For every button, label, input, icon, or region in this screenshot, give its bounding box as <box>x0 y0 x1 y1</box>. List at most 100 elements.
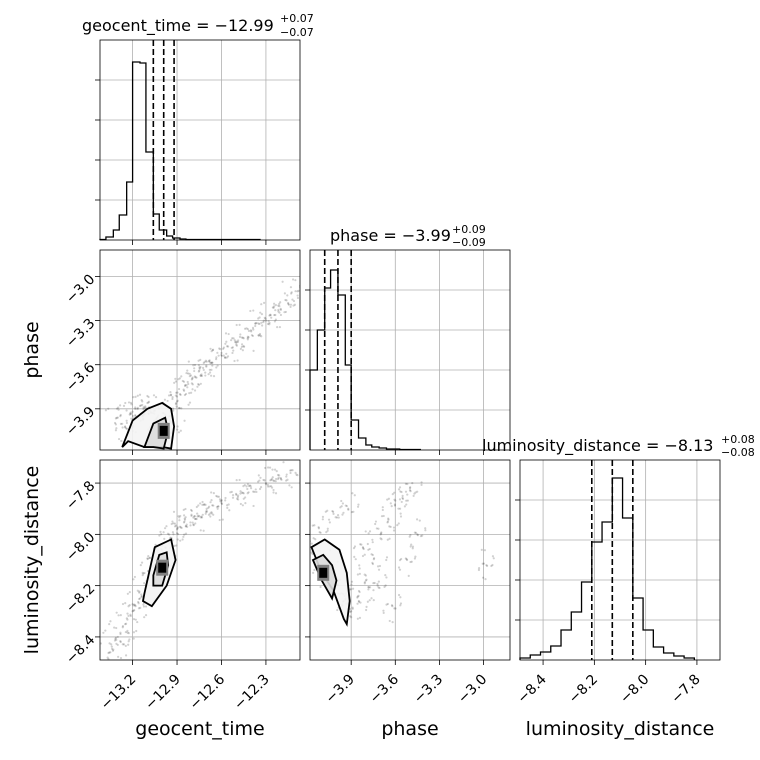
scatter-point <box>367 548 370 551</box>
scatter-point <box>378 586 381 590</box>
scatter-point <box>147 395 150 399</box>
scatter-point <box>347 507 350 510</box>
scatter-point <box>326 527 329 530</box>
scatter-point <box>259 486 263 489</box>
scatter-point <box>209 501 212 504</box>
scatter-point <box>358 616 362 620</box>
scatter-point <box>170 522 173 526</box>
scatter-point <box>184 532 188 535</box>
scatter-point <box>218 347 221 350</box>
scatter-point <box>119 614 122 617</box>
scatter-point <box>405 499 408 502</box>
scatter-point <box>295 473 298 476</box>
scatter-point <box>182 521 186 524</box>
scatter-point <box>183 517 186 520</box>
scatter-point <box>215 505 219 509</box>
scatter-point <box>220 354 223 358</box>
scatter-point <box>146 401 149 405</box>
scatter-point <box>126 592 129 595</box>
scatter-point <box>208 368 211 371</box>
scatter-point <box>414 491 417 494</box>
scatter-point <box>223 356 227 359</box>
scatter-point <box>200 374 204 378</box>
scatter-point <box>117 437 121 441</box>
scatter-point <box>195 376 198 379</box>
scatter-point <box>351 492 354 495</box>
scatter-point <box>115 638 118 641</box>
scatter-point <box>107 651 110 655</box>
scatter-point <box>163 527 167 530</box>
scatter-point <box>359 543 362 546</box>
scatter-point <box>242 337 245 340</box>
scatter-point <box>124 630 127 634</box>
scatter-point <box>250 330 253 333</box>
scatter-point <box>480 548 483 551</box>
scatter-point <box>393 498 396 501</box>
scatter-point <box>411 545 415 548</box>
scatter-point <box>195 517 198 521</box>
scatter-point <box>193 363 197 367</box>
scatter-point <box>167 394 171 397</box>
scatter-point <box>244 327 247 330</box>
scatter-point <box>393 491 396 494</box>
panel-frame <box>99 459 301 661</box>
scatter-point <box>182 388 185 391</box>
scatter-point <box>174 377 177 380</box>
scatter-point <box>370 597 373 600</box>
scatter-point <box>131 410 134 413</box>
scatter-point <box>136 406 139 409</box>
scatter-point <box>269 314 272 317</box>
scatter-point <box>394 607 397 610</box>
scatter-point <box>246 487 249 491</box>
scatter-point <box>336 608 339 612</box>
scatter-point <box>246 328 250 331</box>
scatter-point <box>367 586 370 589</box>
scatter-point <box>131 610 134 613</box>
scatter-point <box>251 326 255 329</box>
scatter-point <box>397 566 401 569</box>
scatter-point <box>146 394 149 398</box>
scatter-point <box>196 515 199 518</box>
scatter-point <box>385 603 388 606</box>
scatter-point <box>110 643 113 646</box>
scatter-point <box>418 519 421 522</box>
scatter-point <box>224 496 227 500</box>
scatter-point <box>368 547 371 551</box>
scatter-point <box>97 644 99 646</box>
scatter-point <box>268 485 271 488</box>
scatter-point <box>222 347 225 350</box>
scatter-point <box>332 512 335 515</box>
scatter-point <box>120 439 123 443</box>
scatter-point <box>176 533 180 536</box>
scatter-point <box>353 545 357 548</box>
scatter-point <box>217 495 220 498</box>
panel-frame <box>99 249 301 451</box>
scatter-point <box>121 422 124 425</box>
scatter-point <box>233 359 236 363</box>
scatter-point <box>279 301 282 304</box>
scatter-point <box>143 571 146 575</box>
scatter-point <box>237 339 240 342</box>
scatter-point <box>190 513 193 516</box>
scatter-point <box>202 361 205 365</box>
scatter-point <box>336 513 340 517</box>
scatter-point <box>247 336 250 339</box>
scatter-point <box>210 499 213 502</box>
scatter-point <box>319 585 322 589</box>
scatter-point <box>259 476 262 479</box>
scatter-point <box>123 426 127 429</box>
scatter-point <box>258 322 261 326</box>
scatter-point <box>270 477 273 480</box>
scatter-point <box>127 401 131 404</box>
scatter-point <box>341 502 344 505</box>
scatter-point <box>277 476 280 479</box>
scatter-point <box>394 499 397 502</box>
scatter-point <box>119 422 122 425</box>
scatter-point <box>307 530 309 532</box>
scatter-point <box>106 656 109 659</box>
x-tick-label: −8.2 <box>566 672 601 707</box>
scatter-point <box>209 512 212 515</box>
scatter-point <box>264 317 267 320</box>
scatter-point <box>126 618 129 621</box>
scatter-point <box>176 391 179 394</box>
